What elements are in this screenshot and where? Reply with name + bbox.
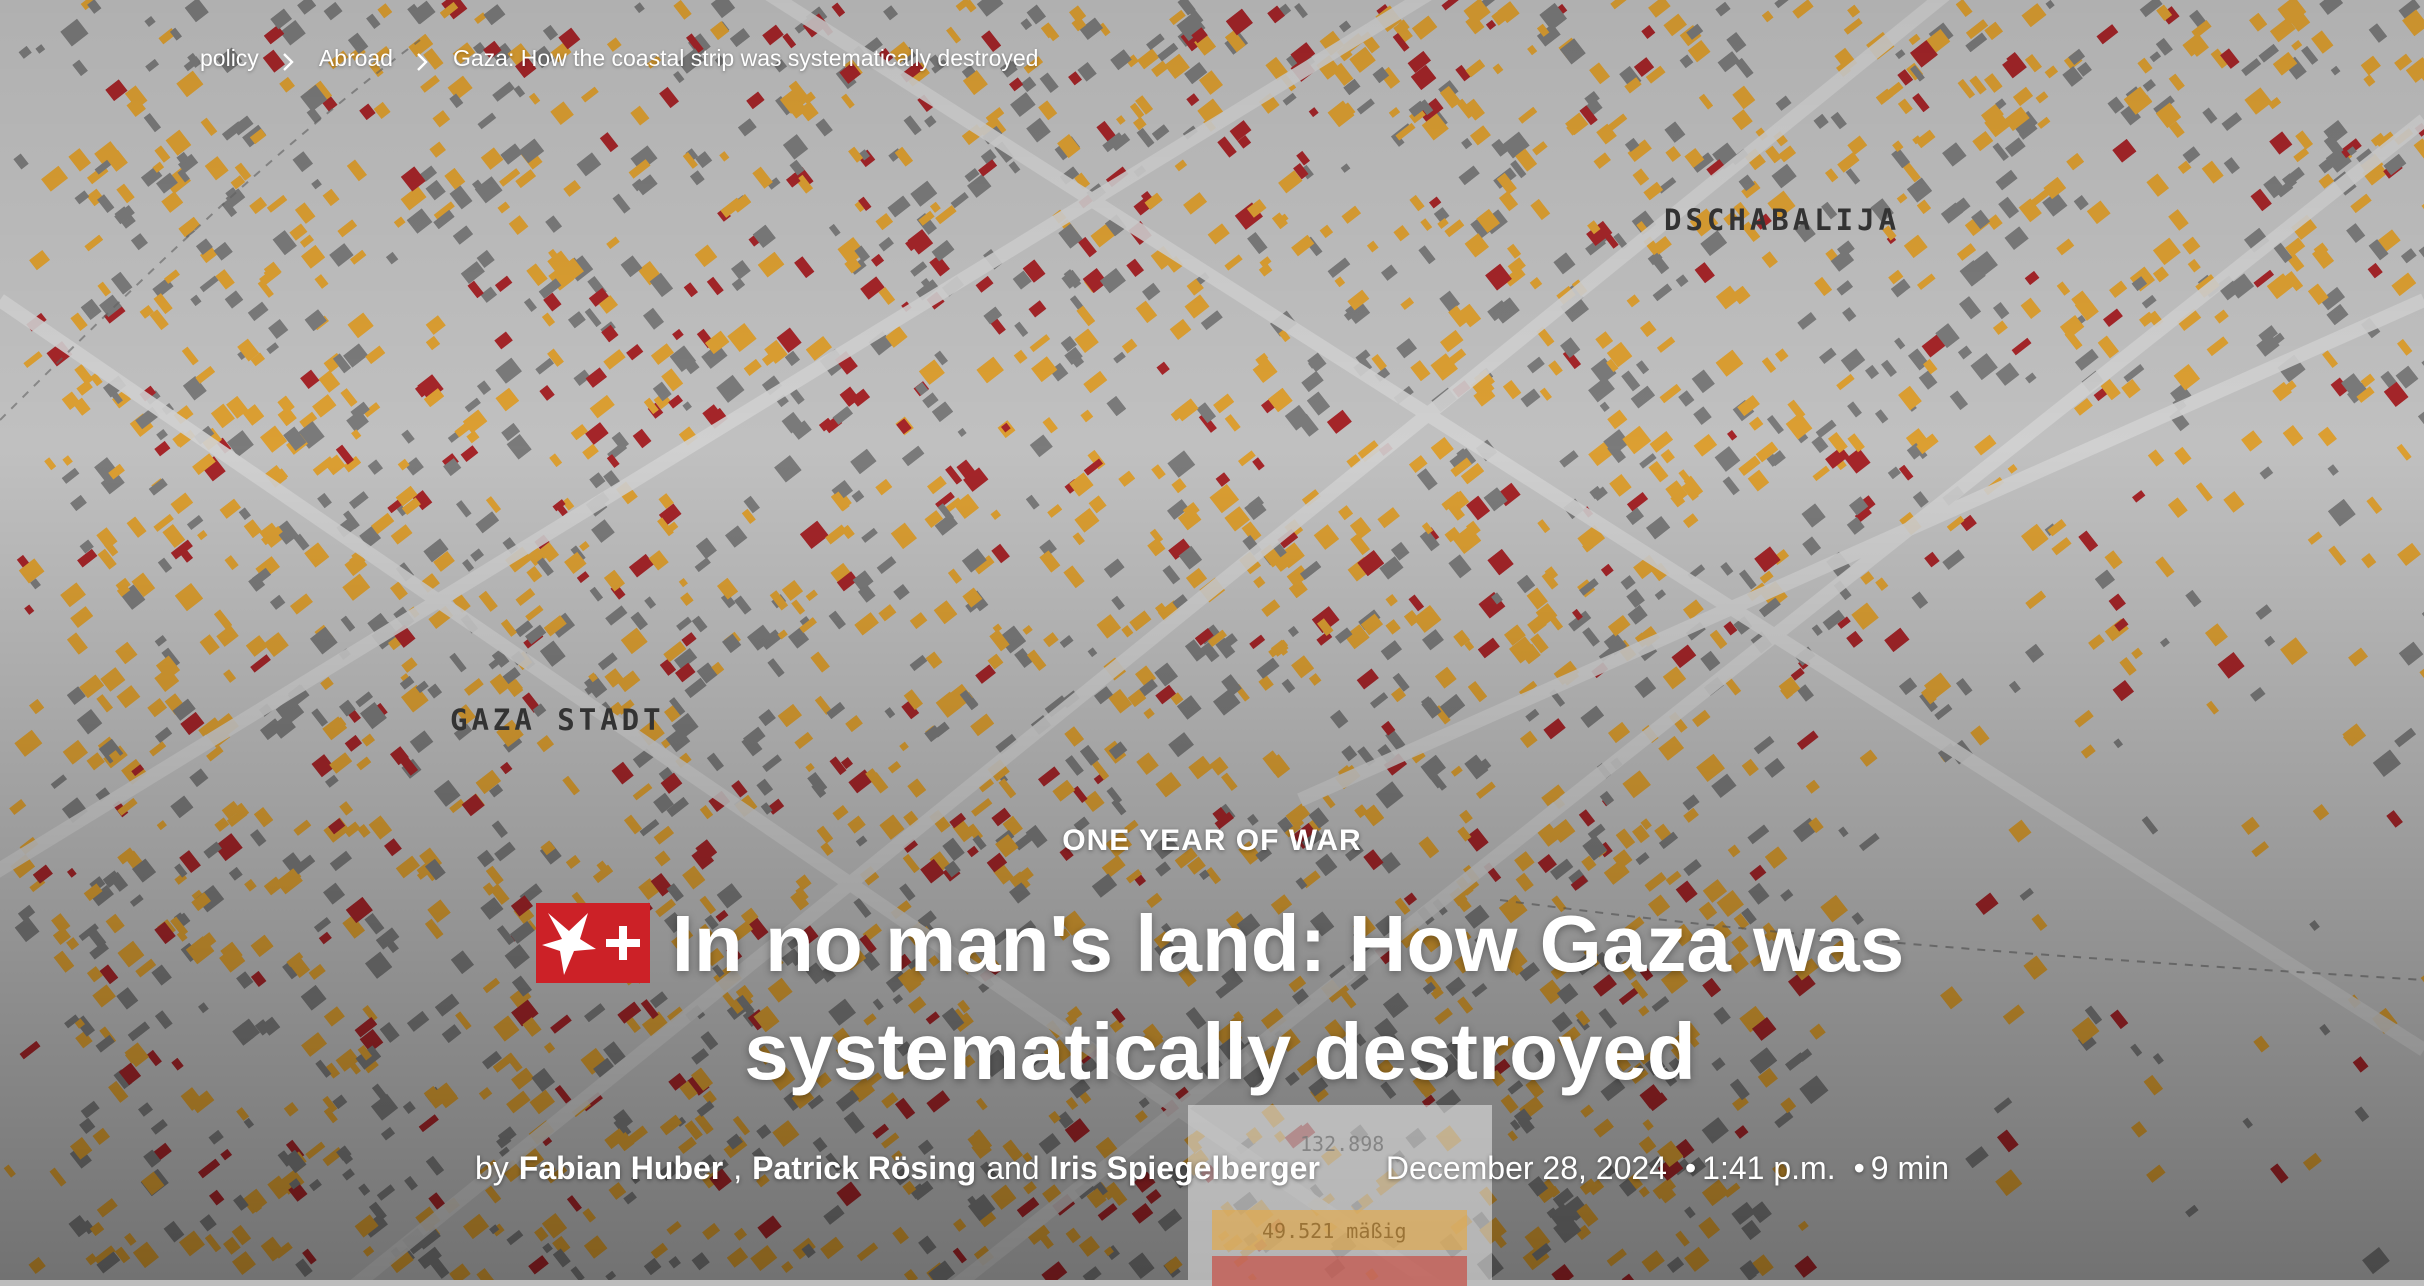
map-label-dschabalija: DSCHABALIJA xyxy=(1664,203,1900,237)
headline-text: In no man's land: How Gaza was systemati… xyxy=(672,899,1905,1096)
byline-prefix: by xyxy=(475,1150,509,1187)
article-headline: In no man's land: How Gaza was systemati… xyxy=(420,890,2020,1106)
breadcrumb-current[interactable]: Gaza: How the coastal strip was systemat… xyxy=(453,45,1038,72)
byline-separator: , xyxy=(733,1150,742,1187)
breadcrumb-policy[interactable]: policy xyxy=(200,45,259,72)
author-link[interactable]: Iris Spiegelberger xyxy=(1050,1150,1320,1187)
chevron-right-icon xyxy=(415,52,429,66)
legend-moderate-bar: 49.521 mäßig xyxy=(1212,1210,1467,1250)
article-kicker: ONE YEAR OF WAR xyxy=(0,824,2424,858)
author-link[interactable]: Fabian Huber xyxy=(519,1150,723,1187)
breadcrumb-abroad[interactable]: Abroad xyxy=(319,45,393,72)
dot-separator: • xyxy=(1854,1150,1865,1187)
author-link[interactable]: Patrick Rösing xyxy=(752,1150,976,1187)
stern-plus-icon xyxy=(536,903,650,983)
byline-separator: and xyxy=(986,1150,1039,1187)
publish-time: 1:41 p.m. xyxy=(1702,1150,1835,1187)
legend-moderate-label: 49.521 mäßig xyxy=(1262,1219,1407,1243)
dot-separator: • xyxy=(1685,1150,1696,1187)
read-time: 9 min xyxy=(1871,1150,1949,1187)
breadcrumb: policy Abroad Gaza: How the coastal stri… xyxy=(200,45,1038,72)
byline: by Fabian Huber , Patrick Rösing and Iri… xyxy=(0,1150,2424,1187)
legend-severe-bar xyxy=(1212,1256,1467,1286)
publish-date: December 28, 2024 xyxy=(1386,1150,1667,1187)
map-label-gaza-stadt: GAZA STADT xyxy=(450,703,665,737)
chevron-right-icon xyxy=(281,52,295,66)
